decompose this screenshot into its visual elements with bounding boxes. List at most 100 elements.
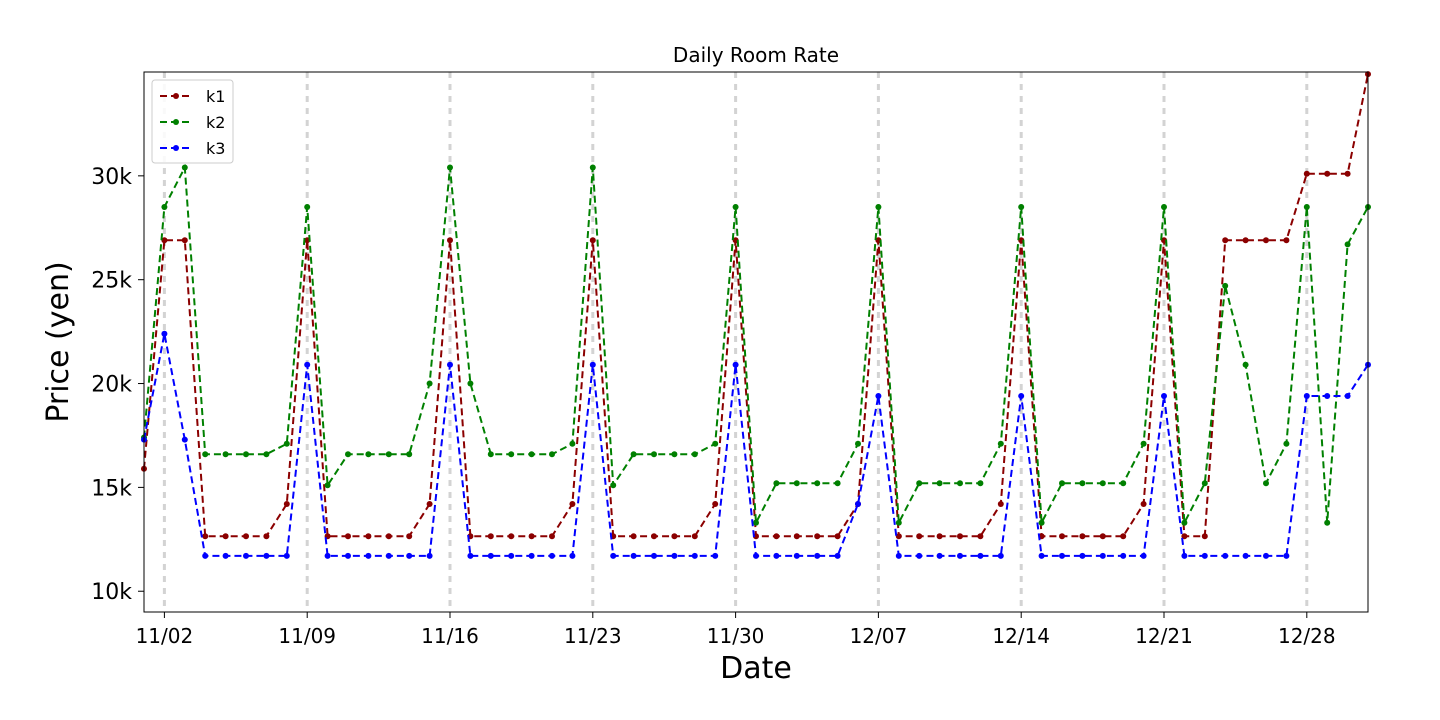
data-point-k3	[712, 552, 719, 559]
data-point-k1	[957, 533, 963, 540]
series-layer	[141, 71, 1371, 559]
data-point-k2	[1242, 361, 1249, 368]
data-point-k2	[1201, 480, 1208, 487]
data-point-k2	[345, 451, 351, 458]
data-point-k3	[977, 552, 984, 559]
y-tick-label: 30k	[91, 165, 132, 190]
y-tick-label: 20k	[91, 373, 132, 398]
data-point-k1	[1283, 237, 1290, 244]
data-point-k3	[222, 552, 229, 559]
data-point-k3	[1140, 552, 1147, 559]
data-point-k1	[814, 533, 821, 540]
data-point-k1	[181, 237, 188, 244]
data-point-k3	[447, 361, 453, 368]
x-tick-label: 11/30	[707, 624, 765, 648]
data-point-k3	[406, 552, 413, 559]
data-point-k3	[691, 552, 698, 559]
data-point-k1	[895, 533, 902, 540]
legend-label-k2: k2	[206, 113, 225, 132]
data-point-k1	[528, 533, 535, 540]
data-point-k1	[1120, 533, 1127, 540]
data-point-k2	[895, 519, 902, 526]
series-k3	[141, 330, 1371, 559]
data-point-k1	[263, 533, 270, 540]
data-point-k1	[508, 533, 515, 540]
data-point-k1	[1059, 533, 1065, 540]
data-point-k1	[222, 533, 229, 540]
data-point-k2	[712, 440, 719, 447]
data-point-k2	[773, 480, 780, 487]
data-point-k3	[589, 361, 596, 368]
data-point-k3	[651, 552, 657, 559]
data-point-k3	[753, 552, 759, 559]
x-tick-label: 11/02	[136, 624, 194, 648]
data-point-k1	[549, 533, 555, 540]
data-point-k1	[243, 533, 249, 540]
data-point-k2	[651, 451, 657, 458]
data-point-k3	[1018, 393, 1025, 399]
data-point-k1	[1181, 533, 1188, 540]
data-point-k2	[508, 451, 515, 458]
x-tick-label: 11/09	[278, 624, 336, 648]
data-point-k1	[447, 237, 453, 244]
legend-marker-k1	[173, 93, 179, 99]
series-k2	[141, 163, 1371, 527]
data-point-k2	[406, 451, 413, 458]
data-point-k1	[691, 533, 698, 540]
data-point-k3	[549, 552, 555, 559]
data-point-k1	[406, 533, 413, 540]
y-tick-label: 15k	[91, 476, 132, 501]
data-point-k3	[324, 552, 331, 559]
legend-marker-k2	[173, 119, 179, 125]
data-point-k3	[161, 330, 168, 337]
data-point-k1	[345, 533, 351, 540]
data-point-k3	[528, 552, 535, 559]
data-point-k2	[957, 480, 963, 487]
data-point-k3	[1181, 552, 1188, 559]
data-point-k2	[793, 480, 800, 487]
data-point-k3	[630, 552, 637, 559]
data-point-k2	[1120, 480, 1127, 487]
data-point-k1	[1099, 533, 1106, 540]
data-point-k2	[1181, 519, 1188, 526]
data-point-k2	[834, 480, 841, 487]
data-point-k3	[1038, 552, 1045, 559]
data-point-k1	[1222, 237, 1229, 244]
data-point-k2	[936, 480, 943, 487]
data-point-k3	[671, 552, 678, 559]
data-point-k2	[610, 482, 617, 489]
data-point-k1	[202, 533, 209, 540]
data-point-k1	[1303, 170, 1310, 177]
data-point-k1	[671, 533, 678, 540]
data-point-k1	[426, 501, 433, 507]
data-point-k2	[855, 440, 861, 447]
data-point-k2	[1079, 480, 1086, 487]
y-axis: 10k 15k 20k 25k 30k	[91, 165, 144, 605]
data-point-k1	[283, 501, 290, 507]
data-point-k2	[243, 451, 249, 458]
data-point-k1	[1263, 237, 1269, 244]
data-point-k3	[1120, 552, 1127, 559]
data-point-k1	[1242, 237, 1249, 244]
y-axis-label: Price (yen)	[41, 261, 76, 422]
data-point-k1	[1344, 170, 1351, 177]
data-point-k2	[1303, 204, 1310, 210]
data-point-k3	[875, 393, 882, 399]
data-point-k1	[385, 533, 392, 540]
data-point-k2	[447, 164, 453, 171]
data-point-k2	[671, 451, 678, 458]
data-point-k1	[630, 533, 637, 540]
data-point-k3	[1303, 393, 1310, 399]
data-point-k3	[1222, 552, 1229, 559]
data-point-k3	[814, 552, 821, 559]
data-point-k2	[365, 451, 372, 458]
data-point-k3	[365, 552, 372, 559]
data-point-k2	[569, 440, 576, 447]
data-point-k2	[977, 480, 984, 487]
data-point-k3	[569, 552, 576, 559]
data-point-k3	[773, 552, 780, 559]
x-tick-label: 12/07	[850, 624, 908, 648]
data-point-k1	[977, 533, 984, 540]
chart-title: Daily Room Rate	[673, 43, 839, 67]
